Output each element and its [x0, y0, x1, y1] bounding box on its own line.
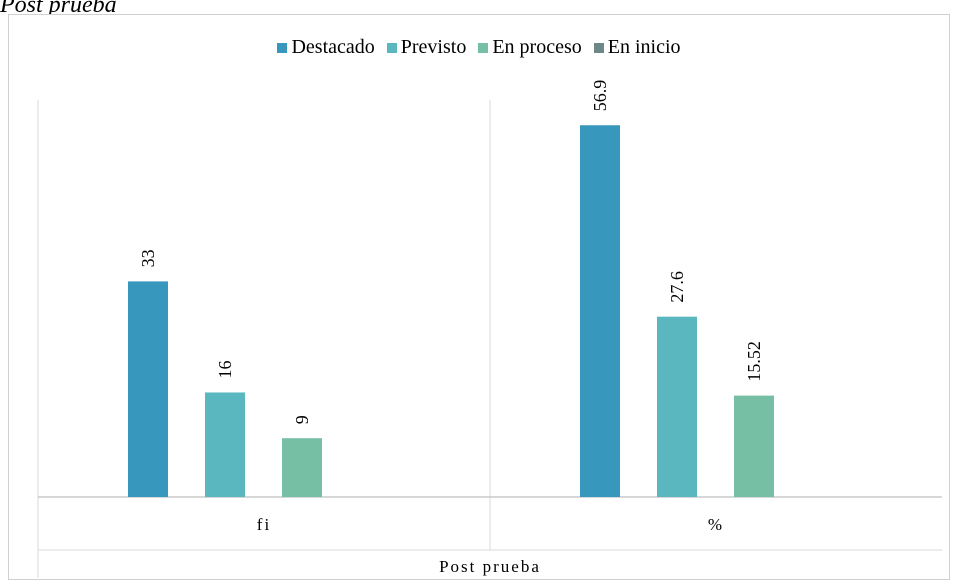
legend-item-en-inicio: En inicio — [593, 36, 681, 59]
bar-destacado-1 — [580, 125, 620, 498]
legend: Destacado Previsto En proceso En inicio — [0, 36, 958, 59]
category-label: fi — [257, 515, 271, 534]
legend-swatch-en-inicio — [593, 42, 604, 53]
data-label: 56.9 — [590, 80, 610, 112]
data-label: 15.52 — [744, 341, 764, 382]
legend-label-destacado: Destacado — [291, 36, 375, 58]
x-axis-title: Post prueba — [439, 557, 541, 576]
bar-previsto-0 — [205, 392, 245, 497]
bar-en-proceso-1 — [734, 395, 774, 497]
data-label: 33 — [138, 249, 158, 267]
bar-previsto-1 — [657, 316, 697, 497]
legend-item-destacado: Destacado — [277, 36, 375, 59]
category-label: % — [708, 515, 724, 534]
legend-item-en-proceso: En proceso — [478, 36, 582, 59]
legend-swatch-previsto — [386, 42, 397, 53]
page-title: Post prueba — [0, 0, 117, 18]
bar-destacado-0 — [128, 281, 168, 497]
legend-swatch-en-proceso — [478, 42, 489, 53]
legend-label-en-inicio: En inicio — [607, 36, 681, 58]
data-label: 9 — [292, 415, 312, 424]
legend-item-previsto: Previsto — [386, 36, 467, 59]
data-label: 16 — [215, 360, 235, 378]
bar-en-proceso-0 — [282, 438, 322, 497]
legend-label-en-proceso: En proceso — [492, 36, 582, 58]
legend-label-previsto: Previsto — [400, 36, 467, 58]
data-label: 27.6 — [667, 271, 687, 303]
legend-swatch-destacado — [277, 42, 288, 53]
